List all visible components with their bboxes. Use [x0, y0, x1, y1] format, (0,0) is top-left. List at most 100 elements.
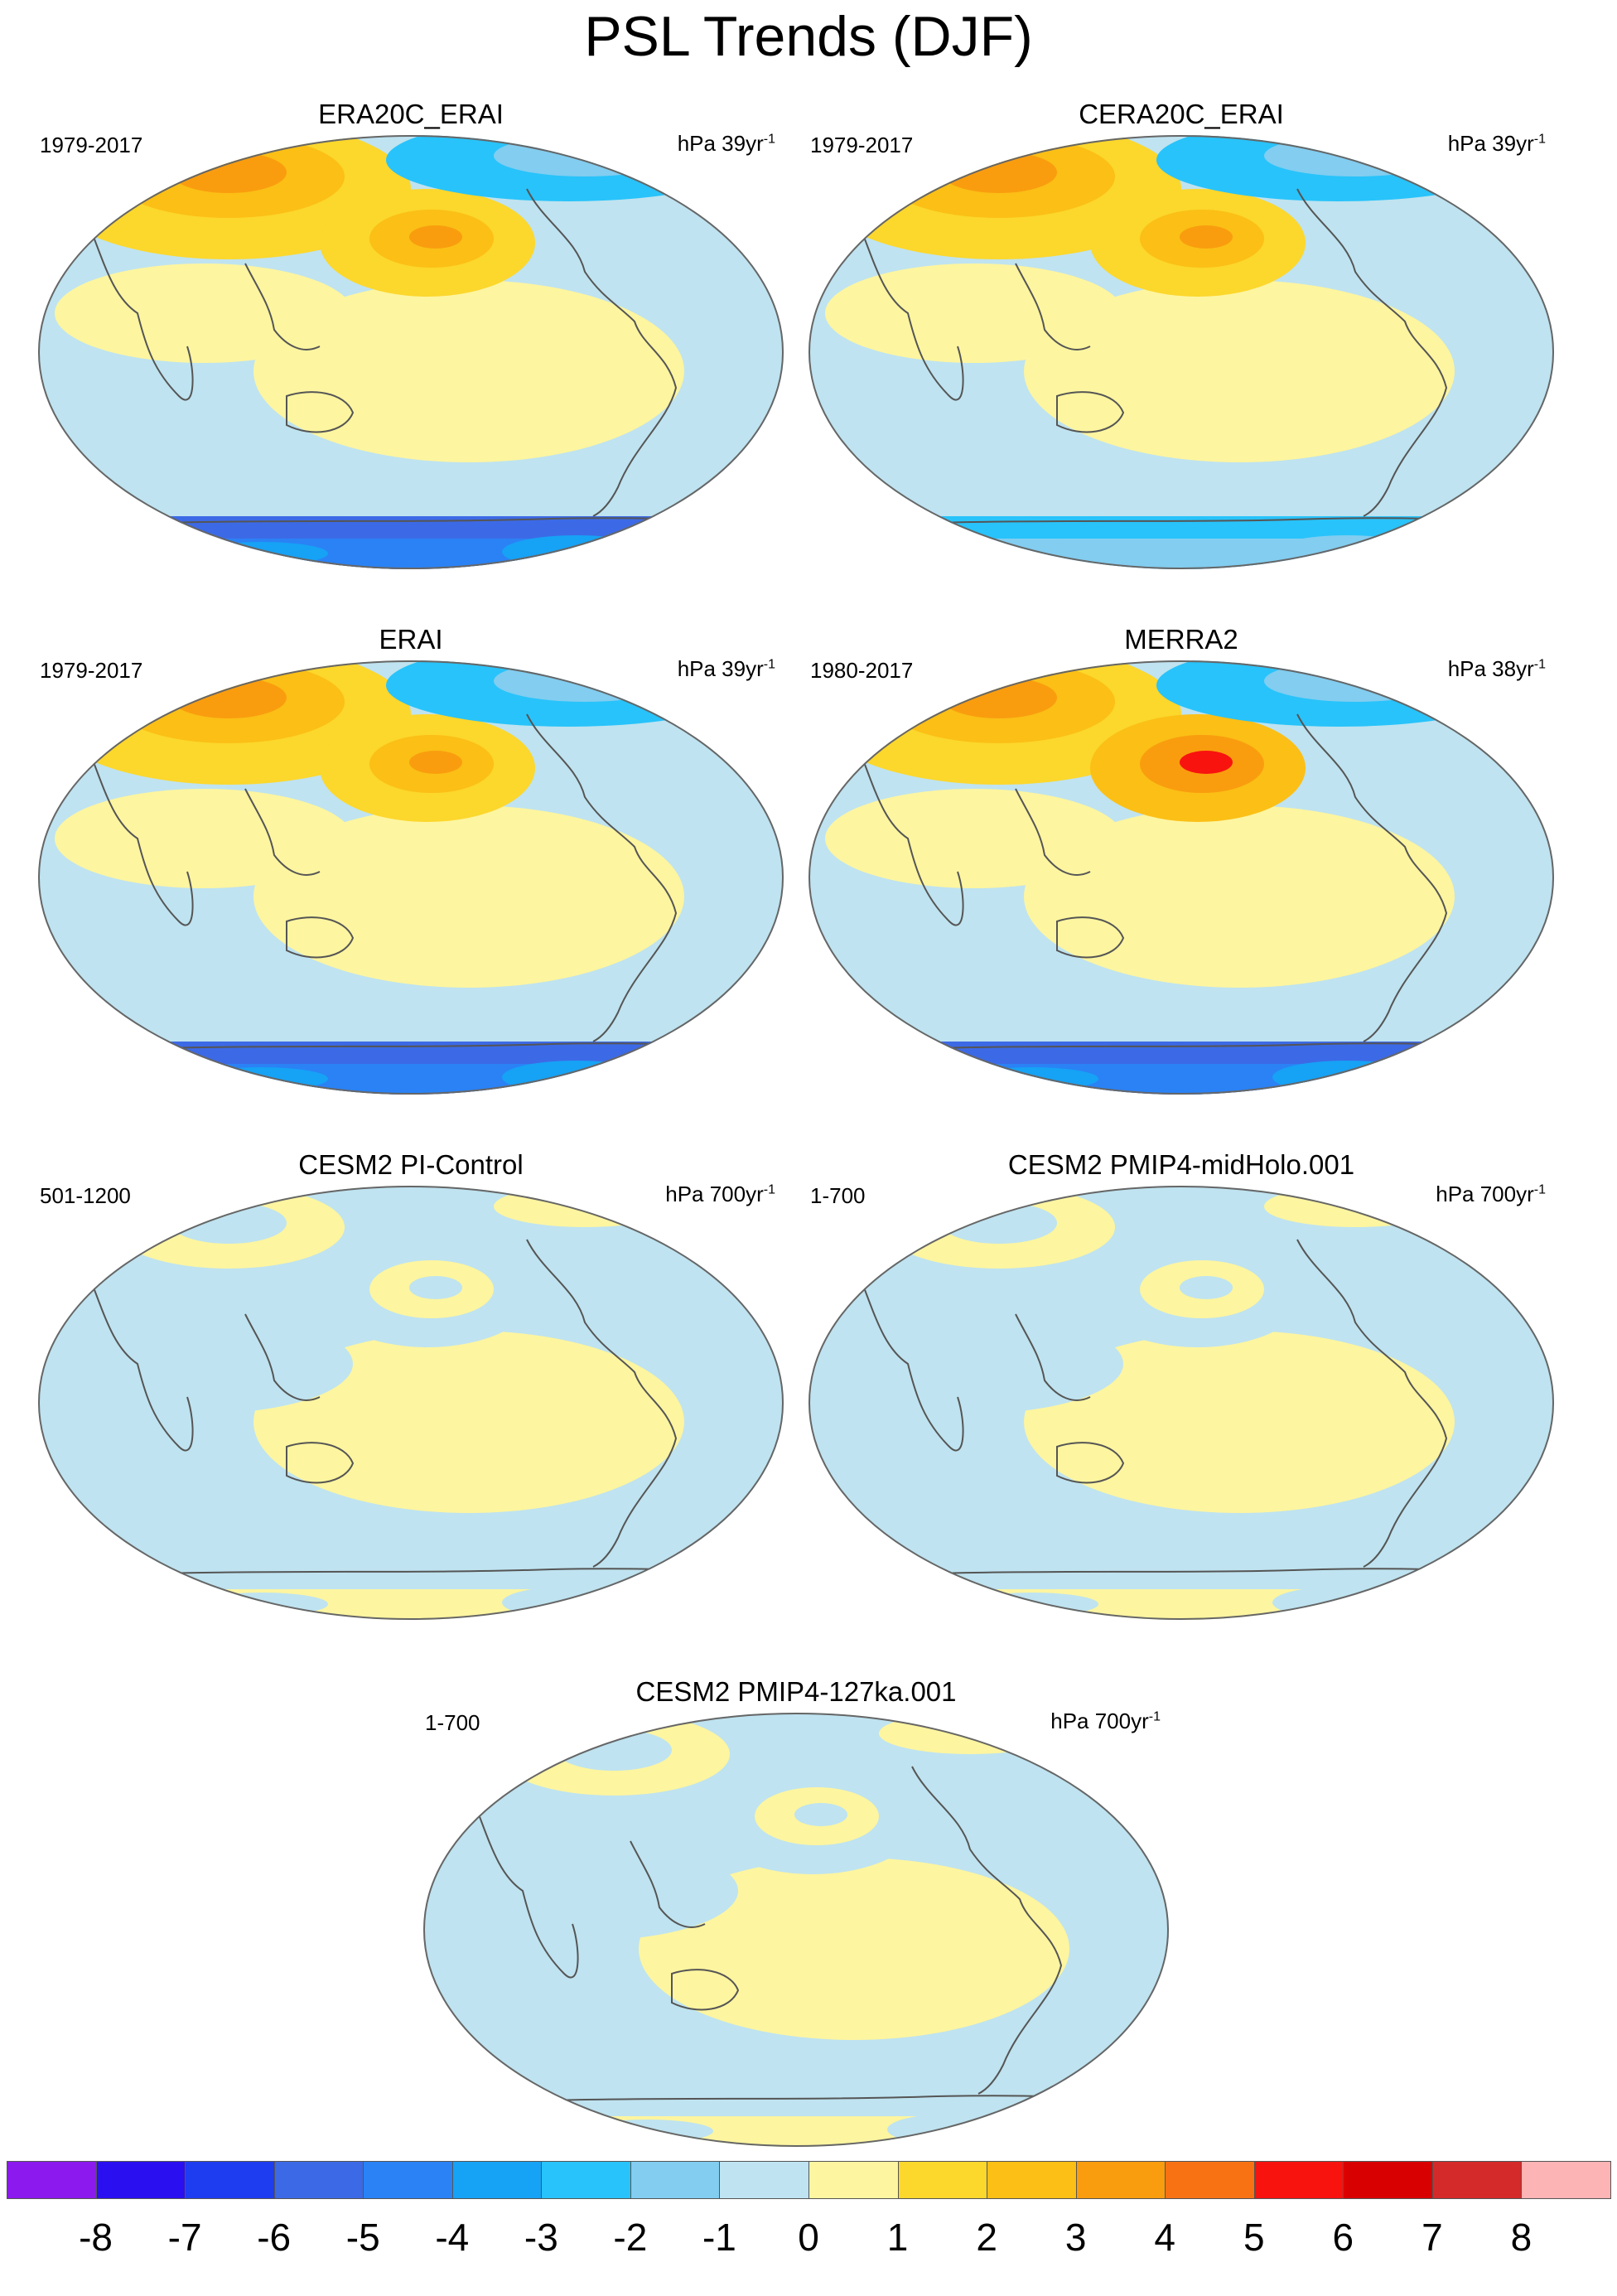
colorbar-box [363, 2161, 453, 2199]
globe-map [808, 135, 1554, 569]
colorbar-tick-label: 6 [1332, 2216, 1354, 2259]
field-eurasia-anomaly-peak [941, 677, 1057, 718]
coastline [87, 221, 194, 401]
colorbar-box [630, 2161, 721, 2199]
colorbar-box [273, 2161, 364, 2199]
panel-period: 1-700 [810, 1183, 866, 1208]
colorbar-tick-label: -1 [702, 2216, 736, 2259]
map-panel-era20c-erai: ERA20C_ERAI 1979-2017 hPa 39yr-1 [38, 98, 784, 570]
panel-title: CESM2 PMIP4-midHolo.001 [1007, 1149, 1355, 1180]
panel-period: 501-1200 [40, 1183, 131, 1208]
coastline [244, 1313, 321, 1401]
field-tropical-band [1024, 1331, 1455, 1513]
field-southern-ocean-peak [195, 542, 328, 565]
coastline [244, 788, 321, 876]
field-southern-ocean-peak [966, 542, 1098, 565]
panel-title: CERA20C_ERAI [1079, 99, 1284, 129]
field-pacific-anomaly-peak [409, 1276, 462, 1299]
globe-outline [38, 660, 784, 1095]
colorbar-box [95, 2161, 186, 2199]
panel-period: 1979-2017 [40, 133, 143, 157]
field-eurasia-anomaly-peak [941, 152, 1057, 193]
colorbar-tick-label: 0 [798, 2216, 819, 2259]
panel-title: MERRA2 [1124, 624, 1238, 655]
field-pacific-anomaly-peak [794, 1803, 847, 1826]
colorbar-tick-label: -5 [345, 2216, 380, 2259]
coastline [286, 916, 355, 959]
coastline [1015, 1313, 1091, 1401]
coastline [286, 1442, 355, 1484]
panel-units: hPa 39yr-1 [677, 131, 775, 156]
globe-map [808, 1186, 1554, 1620]
field-subtropical-band [825, 1314, 1123, 1414]
field-arctic-anomaly-core [494, 135, 676, 176]
colorbar-tick-label: -4 [435, 2216, 470, 2259]
globe-outline [808, 1186, 1554, 1620]
map-panel-cesm2-127ka: CESM2 PMIP4-127ka.001 1-700 hPa 700yr-1 [423, 1675, 1169, 2148]
field-tropical-band [253, 1331, 684, 1513]
coastline [1015, 263, 1091, 350]
field-arctic-anomaly-core [1264, 1186, 1446, 1227]
panel-units: hPa 700yr-1 [1436, 1182, 1546, 1206]
map-panel-merra2: MERRA2 1980-2017 hPa 38yr-1 [808, 623, 1554, 1095]
field-tropical-band [639, 1858, 1069, 2040]
colorbar-tick-label: -2 [613, 2216, 648, 2259]
field-arctic-anomaly-core [494, 1186, 676, 1227]
colorbar-tick-label: -7 [167, 2216, 202, 2259]
field-southern-ocean-core [38, 1589, 784, 1620]
field-eurasia-anomaly-peak [556, 1729, 672, 1771]
panel-units: hPa 700yr-1 [1050, 1709, 1161, 1733]
colorbar-box [541, 2161, 631, 2199]
field-southern-ocean-core [808, 1064, 1554, 1095]
colorbar-tick-label: -8 [79, 2216, 113, 2259]
figure-title: PSL Trends (DJF) [584, 5, 1033, 68]
coastline [1015, 788, 1091, 876]
colorbar-box [987, 2161, 1077, 2199]
coastline [671, 1969, 740, 2011]
panel-title: CESM2 PMIP4-127ka.001 [635, 1676, 957, 1707]
map-panel-cesm2-midholo: CESM2 PMIP4-midHolo.001 1-700 hPa 700yr-… [808, 1148, 1554, 1621]
field-subtropical-band [825, 789, 1123, 888]
field-subtropical-band [825, 263, 1123, 363]
field-southern-ocean-core [423, 2116, 1169, 2147]
panel-units: hPa 39yr-1 [677, 656, 775, 681]
coastline [1056, 916, 1125, 959]
globe-outline [38, 1186, 784, 1620]
panel-period: 1979-2017 [40, 658, 143, 683]
field-southern-ocean-peak [966, 1067, 1098, 1090]
colorbar-tick-label: 1 [886, 2216, 909, 2259]
field-tropical-band [1024, 805, 1455, 988]
panel-units: hPa 39yr-1 [1447, 131, 1546, 156]
coastline [472, 1799, 579, 1979]
field-southern-ocean-core [38, 1064, 784, 1095]
panel-period: 1979-2017 [810, 133, 914, 157]
field-arctic-anomaly-core [879, 1713, 1061, 1754]
coastline [1056, 1442, 1125, 1484]
panel-title: ERAI [379, 624, 443, 655]
colorbar-tick-label: -6 [257, 2216, 292, 2259]
field-eurasia-anomaly-peak [941, 1202, 1057, 1244]
map-panel-erai: ERAI 1979-2017 hPa 39yr-1 [38, 623, 784, 1095]
globe-map [38, 660, 784, 1095]
field-southern-ocean-peak [1272, 1586, 1422, 1619]
colorbar-tick-label: 2 [976, 2216, 997, 2259]
field-southern-ocean-core [808, 1589, 1554, 1620]
coastline [244, 263, 321, 350]
field-southern-ocean-peak [502, 535, 651, 568]
field-pacific-anomaly-peak [409, 225, 462, 249]
field-southern-ocean-core [38, 539, 784, 569]
globe-map [38, 1186, 784, 1620]
colorbar-box [7, 2161, 97, 2199]
coastline [857, 1272, 964, 1452]
panel-period: 1980-2017 [810, 658, 914, 683]
panel-period: 1-700 [425, 1710, 480, 1735]
colorbar-tick-label: 3 [1064, 2216, 1087, 2259]
field-eurasia-anomaly-peak [171, 1202, 287, 1244]
panel-units: hPa 700yr-1 [665, 1182, 775, 1206]
colorbar-tick-label: 8 [1510, 2216, 1533, 2259]
field-subtropical-band [55, 263, 353, 363]
coastline [1296, 188, 1448, 517]
field-pacific-anomaly-peak [1180, 1276, 1233, 1299]
coastline [630, 1840, 706, 1928]
colorbar-box [897, 2161, 988, 2199]
